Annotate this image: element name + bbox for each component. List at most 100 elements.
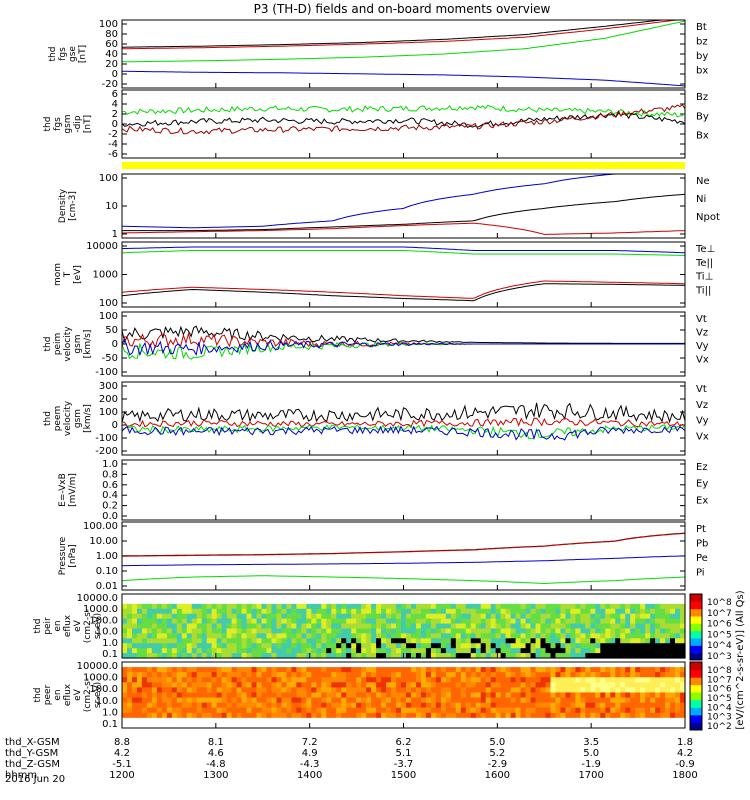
heatmap-cell [600, 648, 606, 654]
heatmap-cell [510, 628, 517, 634]
heatmap-cell [535, 717, 542, 724]
heatmap-cell [231, 702, 238, 709]
heatmap-cell [640, 662, 646, 668]
heatmap-cell [515, 603, 522, 610]
heatmap-cell [580, 667, 586, 673]
heatmap-cell [425, 697, 432, 704]
heatmap-cell [495, 633, 502, 639]
heatmap-cell [470, 633, 477, 639]
heatmap-cell [450, 608, 457, 615]
heatmap-cell [166, 712, 173, 719]
heatmap-cell [530, 628, 537, 634]
heatmap-cell [371, 702, 377, 709]
heatmap-cell [665, 603, 671, 610]
heatmap-cell [376, 712, 382, 719]
heatmap-cell [166, 692, 173, 699]
heatmap-cell [505, 687, 512, 694]
heatmap-cell [276, 702, 283, 709]
heatmap-cell [450, 613, 457, 620]
heatmap-cell [625, 677, 631, 683]
heatmap-cell [241, 648, 248, 654]
ylabel-8-6: sr-eV) [93, 613, 103, 639]
xaxis-value-3-3: 1500 [391, 770, 416, 781]
heatmap-cell [480, 707, 487, 714]
heatmap-cell [196, 702, 203, 709]
heatmap-cell [620, 653, 626, 659]
heatmap-cell [201, 613, 208, 620]
heatmap-cell [391, 613, 397, 620]
heatmap-cell [505, 643, 512, 649]
heatmap-cell [401, 697, 407, 704]
heatmap-cell [296, 717, 302, 724]
heatmap-cell [650, 653, 656, 659]
heatmap-cell [261, 648, 268, 654]
heatmap-cell [146, 702, 153, 709]
heatmap-cell [500, 677, 507, 683]
panel-9: thd peer en eflux eV (cm2-s-sr-eV)10000.01000… [33, 661, 686, 730]
heatmap-cell [261, 707, 268, 714]
heatmap-cell [540, 712, 547, 719]
series-line-Bt [122, 19, 685, 48]
heatmap-cell [425, 628, 432, 634]
heatmap-cell [640, 633, 646, 639]
heatmap-cell [376, 648, 382, 654]
heatmap-cell [560, 662, 567, 668]
series-line-Pb [122, 532, 686, 557]
heatmap-cell [256, 702, 263, 709]
heatmap-cell [306, 692, 312, 699]
heatmap-cell [336, 594, 342, 600]
heatmap-cell [645, 697, 651, 704]
heatmap-cell [485, 697, 492, 704]
heatmap-cell [311, 603, 317, 610]
heatmap-cell [645, 687, 651, 694]
heatmap-cell [435, 653, 442, 659]
heatmap-cell [401, 687, 407, 694]
heatmap-cell [331, 707, 337, 714]
heatmap-cell [655, 633, 661, 639]
heatmap-cell [450, 687, 457, 694]
heatmap-cell [525, 697, 532, 704]
heatmap-cell [196, 687, 203, 694]
heatmap-cell [560, 623, 567, 630]
heatmap-cell [545, 692, 552, 699]
heatmap-cell [181, 613, 188, 620]
heatmap-cell [500, 628, 507, 634]
heatmap-cell [515, 672, 522, 678]
heatmap-cell [366, 643, 372, 649]
heatmap-cell [286, 643, 292, 649]
heatmap-cell [286, 608, 292, 615]
ylabel-6-0: E=-VxB [58, 473, 68, 507]
heatmap-cell [525, 702, 532, 709]
heatmap-cell [281, 598, 288, 605]
heatmap-cell [291, 717, 297, 724]
heatmap-cell [675, 707, 681, 714]
heatmap-cell [296, 628, 302, 634]
heatmap-cell [401, 682, 407, 688]
heatmap-cell [346, 643, 352, 649]
heatmap-cell [670, 638, 676, 644]
heatmap-cell [216, 623, 223, 630]
heatmap-cell [151, 722, 158, 729]
heatmap-cell [615, 722, 621, 729]
heatmap-cell [610, 648, 616, 654]
heatmap-cell [176, 672, 183, 678]
heatmap-cell [525, 608, 532, 615]
heatmap-cell [495, 618, 502, 625]
heatmap-cell [221, 677, 228, 683]
heatmap-cell [515, 687, 522, 694]
heatmap-cell [420, 648, 427, 654]
heatmap-cell [500, 662, 507, 668]
heatmap-cell [660, 594, 666, 600]
heatmap-cell [675, 717, 681, 724]
heatmap-cell [470, 702, 477, 709]
heatmap-cell [181, 638, 188, 644]
heatmap-cell [131, 707, 138, 714]
heatmap-cell [261, 628, 268, 634]
heatmap-cell [236, 662, 243, 668]
heatmap-cell [146, 682, 153, 688]
heatmap-cell [151, 672, 158, 678]
heatmap-cell [425, 717, 432, 724]
heatmap-cell [316, 653, 322, 659]
heatmap-cell [391, 702, 397, 709]
heatmap-cell [401, 712, 407, 719]
